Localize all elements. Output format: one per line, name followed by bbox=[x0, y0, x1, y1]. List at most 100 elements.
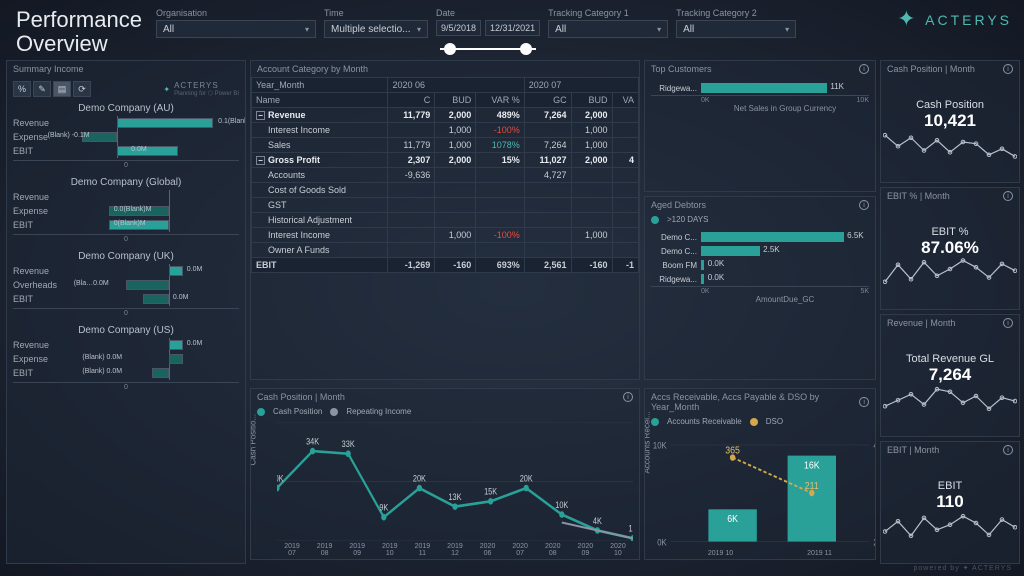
info-icon[interactable]: i bbox=[859, 397, 869, 407]
filter-label-tc2: Tracking Category 2 bbox=[676, 8, 796, 18]
info-icon[interactable]: i bbox=[623, 392, 633, 402]
expand-icon[interactable]: − bbox=[256, 111, 265, 120]
info-icon[interactable]: i bbox=[1003, 64, 1013, 74]
svg-text:15K: 15K bbox=[484, 486, 497, 497]
summary-row: Overheads(Bla…0.0M bbox=[13, 278, 239, 292]
legend-item: DSO bbox=[766, 417, 783, 426]
summary-row: Expense(Blank) 0.0M bbox=[13, 352, 239, 366]
svg-text:20K: 20K bbox=[520, 473, 533, 484]
filter-label-time: Time bbox=[324, 8, 428, 18]
summary-row: EBIT(Blank) 0.0M bbox=[13, 366, 239, 380]
cash-line-chart[interactable]: Cash Positio... 40K20K0K20K34K33K9K20K13… bbox=[251, 418, 639, 543]
kpi-label: EBIT % bbox=[931, 226, 968, 238]
panel-title-account: Account Category by Month bbox=[257, 64, 368, 74]
kpi-card[interactable]: EBIT % | MonthiEBIT %87.06% bbox=[880, 187, 1020, 310]
kpi-label: Cash Position bbox=[916, 99, 984, 111]
kpi-card[interactable]: Revenue | MonthiTotal Revenue GL7,264 bbox=[880, 314, 1020, 437]
summary-row: Revenue0.0M bbox=[13, 264, 239, 278]
dropdown-tc1[interactable]: All bbox=[548, 20, 668, 38]
summary-toolbar: %✎▤⟳✦ACTERYSPlanning for ⬡ Power BI bbox=[7, 77, 245, 101]
legend-120days: >120 DAYS bbox=[667, 215, 708, 224]
svg-text:16K: 16K bbox=[804, 460, 820, 472]
svg-text:400: 400 bbox=[873, 441, 876, 452]
panel-accs-receivable: Accs Receivable, Accs Payable & DSO by Y… bbox=[644, 388, 876, 560]
legend-item: Accounts Receivable bbox=[667, 417, 742, 426]
kpi-column: Cash Position | MonthiCash Position10,42… bbox=[880, 60, 1020, 564]
kpi-title: Cash Position | Month bbox=[887, 64, 975, 74]
info-icon[interactable]: i bbox=[859, 200, 869, 210]
company-block: Demo Company (UK) Revenue0.0MOverheads(Bl… bbox=[7, 249, 245, 323]
expand-icon[interactable]: − bbox=[256, 156, 265, 165]
table-footer-row: EBIT-1,269-160693%2,561-160-1 bbox=[252, 258, 639, 273]
svg-text:20K: 20K bbox=[413, 473, 426, 484]
svg-text:10K: 10K bbox=[555, 499, 568, 510]
dropdown-tc2[interactable]: All bbox=[676, 20, 796, 38]
toolbar-btn-3[interactable]: ⟳ bbox=[73, 81, 91, 97]
bar-row[interactable]: Boom FM0.0K bbox=[651, 258, 869, 272]
company-block: Demo Company (Global)RevenueExpense0.0(B… bbox=[7, 175, 245, 249]
table-row[interactable]: −Gross Profit2,3072,00015%11,0272,0004 bbox=[252, 153, 639, 168]
toolbar-btn-0[interactable]: % bbox=[13, 81, 31, 97]
toolbar-btn-1[interactable]: ✎ bbox=[33, 81, 51, 97]
company-name: Demo Company (Global) bbox=[13, 177, 239, 188]
brand-logo: ACTERYS bbox=[895, 8, 1012, 32]
table-row[interactable]: Sales11,7791,0001078%7,2641,000 bbox=[252, 138, 639, 153]
cash-legend: Cash PositionRepeating Income bbox=[251, 405, 639, 418]
acterys-icon bbox=[895, 8, 919, 32]
bar-row[interactable]: Demo C...6.5K bbox=[651, 230, 869, 244]
company-name: Demo Company (UK) bbox=[13, 251, 239, 262]
svg-text:4K: 4K bbox=[593, 515, 602, 526]
svg-text:34K: 34K bbox=[306, 436, 319, 447]
svg-text:1K: 1K bbox=[629, 523, 633, 534]
table-row[interactable]: Interest Income1,000-100%1,000 bbox=[252, 228, 639, 243]
info-icon[interactable]: i bbox=[1003, 191, 1013, 201]
table-row[interactable]: Owner A Funds bbox=[252, 243, 639, 258]
bar-row[interactable]: Ridgewa...0.0K bbox=[651, 272, 869, 286]
kpi-value: 110 bbox=[936, 492, 963, 512]
kpi-card[interactable]: Cash Position | MonthiCash Position10,42… bbox=[880, 60, 1020, 183]
footer-powered-by: powered by ✦ ACTERYS bbox=[914, 564, 1013, 572]
filter-label-date: Date bbox=[436, 8, 540, 18]
accs-bar-chart[interactable]: Accounts Recei... 10K0K4002006K36516K211 bbox=[645, 428, 875, 550]
table-row[interactable]: Interest Income1,000-100%1,000 bbox=[252, 123, 639, 138]
svg-text:6K: 6K bbox=[727, 514, 738, 526]
table-row[interactable]: Historical Adjustment bbox=[252, 213, 639, 228]
filter-label-org: Organisation bbox=[156, 8, 316, 18]
toolbar-btn-2[interactable]: ▤ bbox=[53, 81, 71, 97]
filter-label-tc1: Tracking Category 1 bbox=[548, 8, 668, 18]
panel-title-topcust: Top Customers bbox=[651, 64, 712, 74]
page-title: PerformanceOverview bbox=[16, 8, 146, 56]
dropdown-org[interactable]: All bbox=[156, 20, 316, 38]
date-from[interactable]: 9/5/2018 bbox=[436, 20, 481, 36]
svg-text:200: 200 bbox=[873, 537, 876, 548]
panel-account-category: Account Category by Month Year_Month2020… bbox=[250, 60, 640, 380]
panel-summary-income: Summary Income %✎▤⟳✦ACTERYSPlanning for … bbox=[6, 60, 246, 564]
date-to[interactable]: 12/31/2021 bbox=[485, 20, 540, 36]
accs-ylabel: Accounts Recei... bbox=[644, 412, 652, 474]
dropdown-time[interactable]: Multiple selectio... bbox=[324, 20, 428, 38]
account-table[interactable]: Year_Month2020 062020 07NameCBUDVAR %GCB… bbox=[251, 77, 639, 273]
table-row[interactable]: −Revenue11,7792,000489%7,2642,000 bbox=[252, 108, 639, 123]
summary-row: EBIT0(Blank)M bbox=[13, 218, 239, 232]
table-row[interactable]: GST bbox=[252, 198, 639, 213]
date-slider[interactable] bbox=[436, 44, 540, 54]
table-row[interactable]: Accounts-9,6364,727 bbox=[252, 168, 639, 183]
table-row[interactable]: Cost of Goods Sold bbox=[252, 183, 639, 198]
svg-text:13K: 13K bbox=[448, 492, 461, 503]
kpi-title: Revenue | Month bbox=[887, 318, 955, 328]
legend-item: Cash Position bbox=[273, 407, 322, 416]
summary-row: Expense(Blank) -0.1M bbox=[13, 130, 239, 144]
info-icon[interactable]: i bbox=[1003, 318, 1013, 328]
summary-row: Expense0.0(Blank)M bbox=[13, 204, 239, 218]
svg-text:33K: 33K bbox=[342, 439, 355, 450]
info-icon[interactable]: i bbox=[1003, 445, 1013, 455]
panel-title-accs: Accs Receivable, Accs Payable & DSO by Y… bbox=[651, 392, 859, 412]
info-icon[interactable]: i bbox=[859, 64, 869, 74]
panel-aged-debtors: Aged Debtors i >120 DAYS Demo C...6.5KDem… bbox=[644, 196, 876, 380]
panel-title-aged: Aged Debtors bbox=[651, 200, 706, 210]
kpi-card[interactable]: EBIT | MonthiEBIT110 bbox=[880, 441, 1020, 564]
panel-cash-position-chart: Cash Position | Monthi Cash PositionRepe… bbox=[250, 388, 640, 560]
bar-row[interactable]: Demo C...2.5K bbox=[651, 244, 869, 258]
bar-row[interactable]: Ridgewa...11K bbox=[651, 81, 869, 95]
company-name: Demo Company (AU) bbox=[13, 103, 239, 114]
